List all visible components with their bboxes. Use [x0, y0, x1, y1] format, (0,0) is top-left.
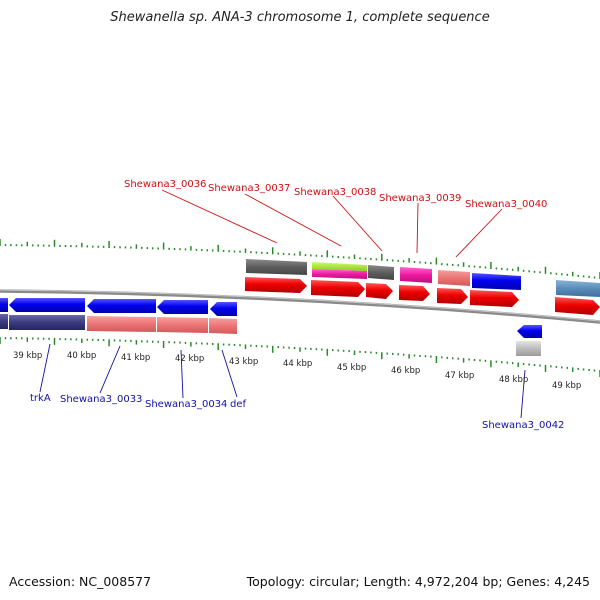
reverse-gene-trkA[interactable]	[9, 298, 85, 312]
reverse-gene-0033[interactable]	[87, 299, 156, 313]
gene-feature-0039[interactable]	[400, 267, 432, 283]
kbp-scale-labels: 39 kbp 40 kbp 41 kbp 42 kbp 43 kbp 44 kb…	[13, 351, 581, 391]
top-gene-labels: Shewana3_0036 Shewana3_0037 Shewana3_003…	[124, 179, 547, 210]
chromosome-backbone	[0, 289, 600, 324]
top-feature-track	[246, 259, 600, 297]
gene-feature-0036[interactable]	[246, 259, 307, 275]
topology-text: Topology: circular; Length: 4,972,204 bp…	[246, 574, 590, 589]
map-title: Shewanella sp. ANA-3 chromosome 1, compl…	[110, 10, 490, 25]
kbp-label: 41 kbp	[121, 353, 150, 363]
cog-feature-0034[interactable]	[157, 317, 208, 333]
forward-gene-0040[interactable]	[437, 288, 468, 304]
cog-feature-0042[interactable]	[516, 341, 541, 356]
reverse-gene-0034[interactable]	[157, 300, 208, 314]
cog-feature-0033[interactable]	[87, 316, 156, 332]
kbp-label: 39 kbp	[13, 351, 42, 361]
bottom-gene-labels: trkA Shewana3_0033 Shewana3_0034 def She…	[30, 393, 564, 431]
reverse-gene-def[interactable]	[210, 302, 237, 316]
reverse-gene-0042[interactable]	[517, 325, 542, 338]
reverse-gene-track	[0, 298, 542, 338]
forward-gene-0039[interactable]	[399, 285, 430, 301]
forward-gene-track	[245, 277, 600, 315]
cog-feature-def[interactable]	[209, 318, 237, 334]
gene-label-shewana3-0034[interactable]: Shewana3_0034	[145, 399, 227, 410]
kbp-label: 42 kbp	[175, 354, 204, 364]
gene-label-shewana3-0039[interactable]: Shewana3_0039	[379, 193, 461, 204]
gene-label-shewana3-0038[interactable]: Shewana3_0038	[294, 187, 376, 198]
forward-gene-0041[interactable]	[470, 290, 519, 307]
cog-feature-trkA[interactable]	[9, 315, 85, 330]
gene-feature-0043[interactable]	[556, 280, 600, 297]
top-callout-lines	[161, 189, 503, 258]
gene-label-shewana3-0037[interactable]: Shewana3_0037	[208, 183, 290, 194]
gene-feature-0041[interactable]	[472, 273, 521, 290]
gene-label-shewana3-0036[interactable]: Shewana3_0036	[124, 179, 206, 190]
forward-gene-0036[interactable]	[245, 277, 307, 293]
gene-label-shewana3-0033[interactable]: Shewana3_0033	[60, 394, 142, 405]
gene-feature-0037[interactable]	[312, 262, 367, 271]
kbp-label: 49 kbp	[552, 381, 581, 391]
gene-label-shewana3-0042[interactable]: Shewana3_0042	[482, 420, 564, 431]
kbp-label: 45 kbp	[337, 363, 366, 373]
kbp-label: 40 kbp	[67, 351, 96, 361]
lower-tick-ruler	[0, 337, 600, 377]
upper-tick-ruler	[0, 239, 600, 279]
gene-feature-0040[interactable]	[438, 270, 470, 286]
kbp-label: 48 kbp	[499, 375, 528, 385]
accession-text: Accession: NC_008577	[9, 574, 152, 589]
gene-label-def[interactable]: def	[230, 399, 247, 410]
gene-feature-0037b[interactable]	[312, 269, 367, 279]
gene-label-trka[interactable]: trkA	[30, 393, 51, 404]
bottom-feature-track	[0, 314, 541, 356]
cog-feature-0031[interactable]	[0, 314, 8, 329]
kbp-label: 47 kbp	[445, 371, 474, 381]
bottom-callout-lines	[39, 343, 526, 419]
gene-label-shewana3-0040[interactable]: Shewana3_0040	[465, 199, 547, 210]
kbp-label: 46 kbp	[391, 366, 420, 376]
kbp-label: 44 kbp	[283, 359, 312, 369]
forward-gene-0037[interactable]	[311, 280, 365, 297]
reverse-gene-0031[interactable]	[0, 298, 8, 312]
forward-gene-0038[interactable]	[366, 283, 393, 299]
forward-gene-0043[interactable]	[555, 297, 600, 315]
kbp-label: 43 kbp	[229, 357, 258, 367]
gene-feature-0038[interactable]	[368, 265, 394, 280]
